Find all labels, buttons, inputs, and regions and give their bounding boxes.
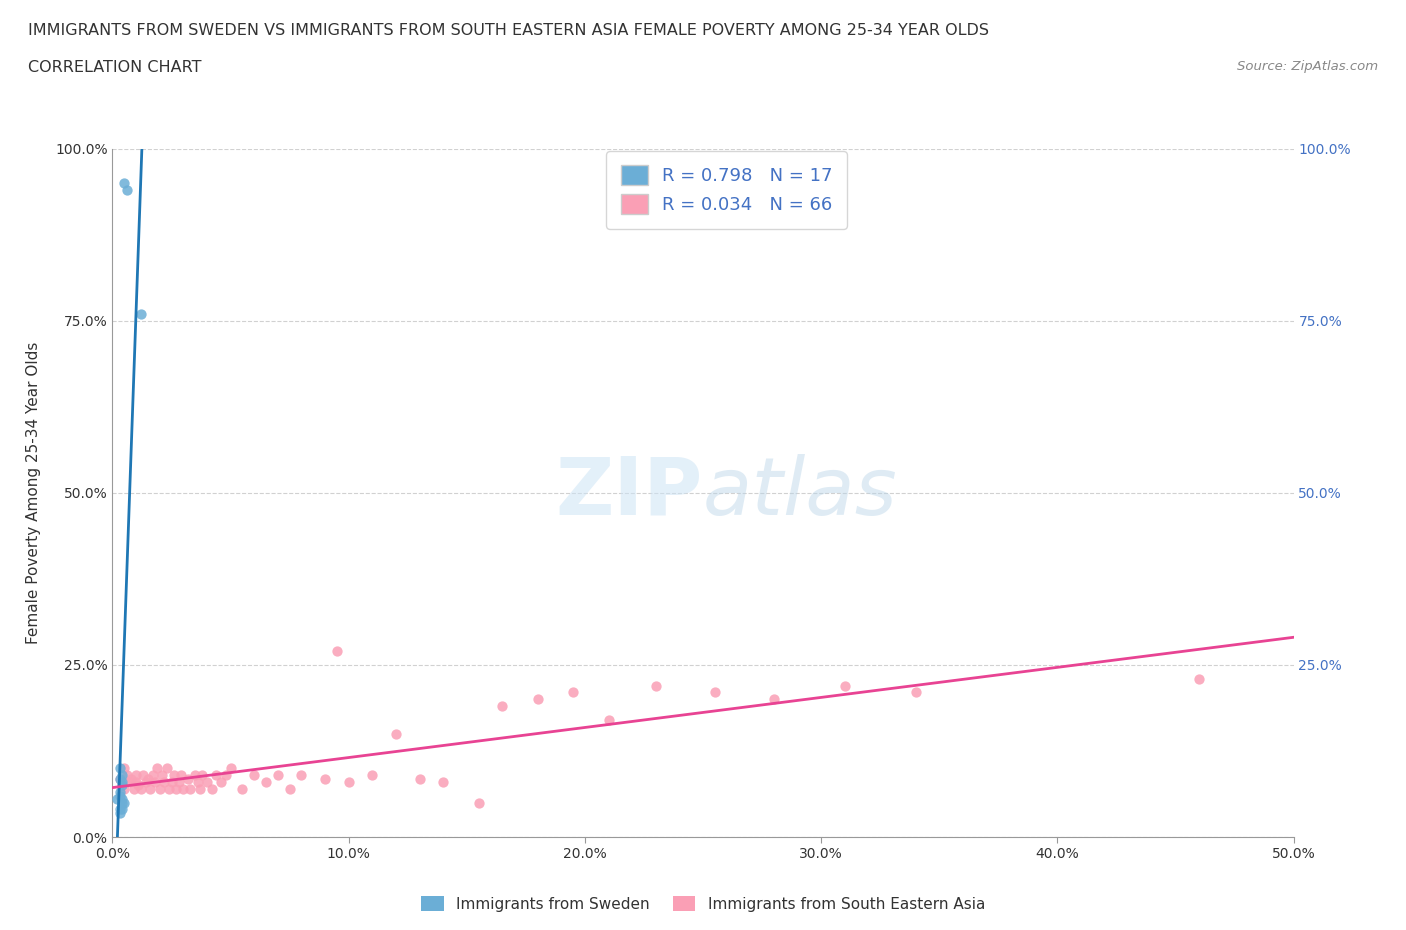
Point <box>267 767 290 782</box>
Point <box>361 767 384 782</box>
Point <box>231 781 253 796</box>
Point <box>149 781 172 796</box>
Point <box>115 767 138 782</box>
Point <box>526 692 548 707</box>
Legend: R = 0.798   N = 17, R = 0.034   N = 66: R = 0.798 N = 17, R = 0.034 N = 66 <box>606 151 846 229</box>
Point <box>703 685 725 700</box>
Point <box>191 767 214 782</box>
Point <box>105 791 128 806</box>
Point <box>1188 671 1211 686</box>
Point <box>188 781 211 796</box>
Point <box>254 775 277 790</box>
Point <box>186 775 208 790</box>
Point <box>385 726 408 741</box>
Point <box>562 685 585 700</box>
Point <box>142 767 165 782</box>
Point <box>184 767 207 782</box>
Point <box>314 771 336 786</box>
Point <box>120 771 142 786</box>
Text: atlas: atlas <box>703 454 898 532</box>
Point <box>165 781 187 796</box>
Point <box>108 805 131 820</box>
Point <box>111 767 134 782</box>
Point <box>326 644 349 658</box>
Point <box>118 775 141 790</box>
Point <box>219 761 242 776</box>
Point <box>146 761 169 776</box>
Point <box>125 767 148 782</box>
Legend: Immigrants from Sweden, Immigrants from South Eastern Asia: Immigrants from Sweden, Immigrants from … <box>415 889 991 918</box>
Point <box>215 767 238 782</box>
Point <box>150 767 173 782</box>
Point <box>209 775 232 790</box>
Text: CORRELATION CHART: CORRELATION CHART <box>28 60 201 75</box>
Point <box>127 777 149 792</box>
Point <box>129 307 152 322</box>
Point <box>112 795 135 810</box>
Point <box>167 775 190 790</box>
Point <box>467 795 489 810</box>
Point <box>408 771 430 786</box>
Point <box>834 678 856 693</box>
Point <box>243 767 266 782</box>
Text: IMMIGRANTS FROM SWEDEN VS IMMIGRANTS FROM SOUTH EASTERN ASIA FEMALE POVERTY AMON: IMMIGRANTS FROM SWEDEN VS IMMIGRANTS FRO… <box>28 23 988 38</box>
Point <box>108 789 131 804</box>
Point <box>156 761 179 776</box>
Point <box>129 781 152 796</box>
Point <box>201 781 224 796</box>
Point <box>195 775 218 790</box>
Point <box>111 802 134 817</box>
Point <box>762 692 785 707</box>
Point <box>108 761 131 776</box>
Point <box>278 781 301 796</box>
Text: ZIP: ZIP <box>555 454 703 532</box>
Point <box>111 777 134 792</box>
Point <box>125 775 148 790</box>
Point <box>172 781 194 796</box>
Point <box>177 771 200 786</box>
Point <box>644 678 666 693</box>
Point <box>163 767 186 782</box>
Y-axis label: Female Poverty Among 25-34 Year Olds: Female Poverty Among 25-34 Year Olds <box>27 341 41 644</box>
Point <box>132 767 155 782</box>
Point <box>122 781 145 796</box>
Point <box>112 781 135 796</box>
Point <box>160 775 183 790</box>
Point <box>108 802 131 817</box>
Point <box>205 767 228 782</box>
Point <box>170 767 193 782</box>
Point <box>108 771 131 786</box>
Point <box>112 176 135 191</box>
Point <box>179 781 201 796</box>
Point <box>136 771 159 786</box>
Point <box>112 761 135 776</box>
Point <box>108 785 131 800</box>
Point <box>143 775 166 790</box>
Point <box>290 767 312 782</box>
Point <box>598 712 620 727</box>
Point <box>135 775 157 790</box>
Point <box>111 791 134 806</box>
Point <box>432 775 454 790</box>
Point <box>111 775 134 790</box>
Point <box>491 698 513 713</box>
Point <box>108 771 131 786</box>
Text: Source: ZipAtlas.com: Source: ZipAtlas.com <box>1237 60 1378 73</box>
Point <box>904 685 927 700</box>
Point <box>337 775 360 790</box>
Point <box>157 781 180 796</box>
Point <box>111 795 134 810</box>
Point <box>111 777 134 792</box>
Point <box>115 182 138 197</box>
Point <box>139 781 162 796</box>
Point <box>153 775 176 790</box>
